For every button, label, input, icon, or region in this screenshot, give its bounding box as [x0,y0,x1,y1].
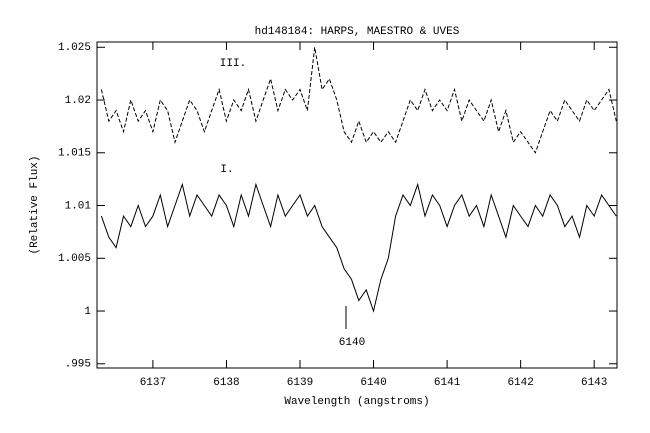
y-axis-label: (Relative Flux) [29,155,41,254]
y-tick-label: 1.025 [58,42,91,54]
x-tick-label: 6143 [581,377,607,389]
x-tick-label: 6137 [140,377,166,389]
y-tick-label: .995 [65,359,91,371]
y-tick-label: 1.005 [58,253,91,265]
series-line [100,47,617,154]
plot-frame [96,41,618,369]
x-tick-label: 6140 [360,377,386,389]
series-label: I. [220,164,233,176]
series-label: III. [220,58,246,70]
annotation: 6140 [339,337,365,349]
y-tick-label: 1.01 [65,200,92,212]
x-tick-label: 6139 [287,377,313,389]
x-tick-label: 6138 [213,377,239,389]
y-tick-label: 1.015 [58,148,91,160]
x-axis-label: Wavelength (angstroms) [284,396,429,408]
x-tick-label: 6141 [434,377,461,389]
series-line [100,182,617,313]
x-tick-label: 6142 [507,377,533,389]
chart-title: hd148184: HARPS, MAESTRO & UVES [255,26,460,38]
y-tick-label: 1 [84,306,91,318]
y-tick-label: 1.02 [65,95,91,107]
